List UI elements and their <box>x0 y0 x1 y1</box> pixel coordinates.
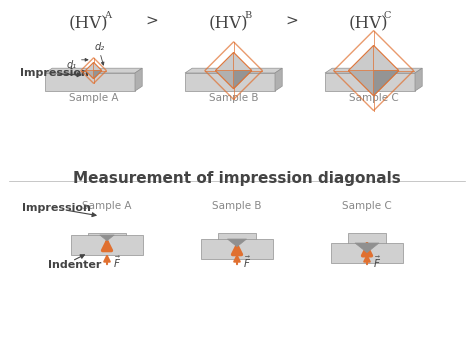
Polygon shape <box>374 71 399 96</box>
Text: (HV): (HV) <box>68 15 108 32</box>
Text: $\vec{F}$: $\vec{F}$ <box>113 254 121 270</box>
Polygon shape <box>348 46 399 96</box>
Text: $\vec{F}$: $\vec{F}$ <box>243 254 251 270</box>
Text: d₁: d₁ <box>67 60 77 70</box>
Text: Impression: Impression <box>20 68 89 78</box>
Polygon shape <box>100 235 114 241</box>
Text: A: A <box>104 11 111 20</box>
Polygon shape <box>93 63 101 71</box>
Text: Sample B: Sample B <box>209 93 259 103</box>
Polygon shape <box>216 52 234 71</box>
FancyBboxPatch shape <box>88 233 126 249</box>
Polygon shape <box>45 68 142 73</box>
Text: >: > <box>146 15 158 29</box>
Text: (HV): (HV) <box>208 15 248 32</box>
Text: >: > <box>286 15 298 29</box>
Text: Indenter: Indenter <box>48 260 101 270</box>
Text: d₂: d₂ <box>95 42 105 52</box>
FancyBboxPatch shape <box>348 233 386 249</box>
Text: Impression: Impression <box>22 203 91 213</box>
Polygon shape <box>234 71 252 88</box>
Text: B: B <box>244 11 251 20</box>
Polygon shape <box>415 68 422 91</box>
FancyBboxPatch shape <box>218 233 256 249</box>
Polygon shape <box>348 71 374 96</box>
Polygon shape <box>86 63 93 71</box>
Polygon shape <box>135 68 142 91</box>
Polygon shape <box>86 71 93 79</box>
FancyBboxPatch shape <box>331 243 403 263</box>
Polygon shape <box>228 239 246 247</box>
Polygon shape <box>185 68 282 73</box>
Polygon shape <box>216 52 252 88</box>
Polygon shape <box>86 63 101 79</box>
Polygon shape <box>374 46 399 71</box>
Polygon shape <box>45 73 135 91</box>
Polygon shape <box>93 71 101 79</box>
Polygon shape <box>275 68 282 91</box>
Text: $\vec{F}$: $\vec{F}$ <box>373 254 381 270</box>
FancyBboxPatch shape <box>71 235 143 255</box>
Text: Sample A: Sample A <box>69 93 119 103</box>
Text: Sample C: Sample C <box>342 201 392 211</box>
FancyBboxPatch shape <box>201 239 273 259</box>
Text: Sample A: Sample A <box>82 201 132 211</box>
Text: C: C <box>384 11 392 20</box>
Text: Sample B: Sample B <box>212 201 262 211</box>
Text: (HV): (HV) <box>348 15 388 32</box>
Polygon shape <box>325 68 422 73</box>
Polygon shape <box>185 73 275 91</box>
Text: Measurement of impression diagonals: Measurement of impression diagonals <box>73 171 401 186</box>
Polygon shape <box>325 73 415 91</box>
Polygon shape <box>348 46 374 71</box>
Polygon shape <box>234 52 252 71</box>
Polygon shape <box>355 243 379 252</box>
Polygon shape <box>216 71 234 88</box>
Text: Sample C: Sample C <box>349 93 399 103</box>
